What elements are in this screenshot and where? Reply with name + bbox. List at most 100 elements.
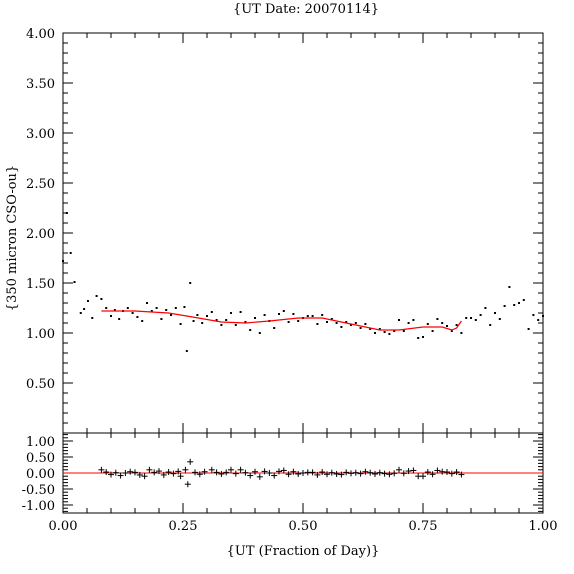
data-point xyxy=(522,299,525,301)
data-point xyxy=(86,300,89,302)
residual-point xyxy=(458,471,465,478)
residual-point xyxy=(391,470,398,477)
data-point xyxy=(537,319,540,321)
residual-point xyxy=(362,468,369,475)
data-point xyxy=(126,307,129,309)
x-tick-label: 1.00 xyxy=(529,519,558,534)
data-point xyxy=(431,330,434,332)
residual-point xyxy=(237,466,244,473)
data-point xyxy=(436,318,439,320)
data-point xyxy=(426,323,429,325)
data-point xyxy=(364,323,367,325)
data-point xyxy=(201,322,204,324)
residual-point xyxy=(338,471,345,478)
residual-point xyxy=(357,470,364,477)
data-point xyxy=(383,331,386,333)
data-point xyxy=(326,321,328,323)
residual-point xyxy=(290,468,297,475)
residual-point xyxy=(201,468,208,475)
data-point xyxy=(65,212,68,214)
data-point xyxy=(210,311,213,313)
data-point xyxy=(91,317,94,319)
residual-point xyxy=(348,470,354,477)
data-point xyxy=(263,314,266,316)
residual-point xyxy=(295,470,302,477)
data-point xyxy=(407,322,410,324)
data-point xyxy=(489,324,492,326)
data-point xyxy=(230,312,232,314)
residual-point xyxy=(367,469,374,476)
bottom-panel: 1.000.500.00-0.50-1.00 0.00 0.25 0.50 0.75 1… xyxy=(22,432,558,559)
bottom-y-tick-label: 1.00 xyxy=(26,435,55,450)
data-point xyxy=(234,324,237,326)
residual-point xyxy=(448,470,455,477)
residual-point xyxy=(112,469,119,476)
residual-point xyxy=(213,469,220,476)
data-point xyxy=(79,312,82,314)
data-point xyxy=(131,312,134,314)
residual-point xyxy=(343,469,350,476)
top-fit-line xyxy=(101,310,462,331)
data-point xyxy=(206,315,208,317)
residual-point xyxy=(252,468,258,475)
top-y-axis-label: {350 micron CSO-ou} xyxy=(5,165,20,311)
residual-point xyxy=(266,470,273,476)
bottom-y-tick-label: 0.00 xyxy=(26,467,55,482)
data-point xyxy=(189,282,192,284)
residual-point xyxy=(300,470,306,476)
data-point xyxy=(311,315,314,317)
data-point xyxy=(532,314,535,316)
chart-title: {UT Date: 20070114} xyxy=(233,2,379,17)
data-point xyxy=(350,324,352,326)
data-point xyxy=(146,302,148,304)
residual-point xyxy=(223,469,230,476)
data-point xyxy=(73,281,76,283)
residual-point xyxy=(182,466,189,473)
residual-point xyxy=(177,473,184,480)
data-point xyxy=(179,323,182,325)
data-point xyxy=(254,317,256,319)
residual-point xyxy=(381,470,388,477)
x-axis-label: {UT (Fraction of Day)} xyxy=(227,544,380,559)
residual-point xyxy=(453,469,460,476)
residual-point xyxy=(232,470,239,477)
data-point xyxy=(378,328,381,330)
x-tick-label: 0.00 xyxy=(49,519,78,534)
data-point xyxy=(441,322,444,324)
data-point xyxy=(388,333,391,335)
residual-point xyxy=(314,471,321,478)
data-point xyxy=(95,295,98,297)
residual-point xyxy=(444,469,450,476)
residual-point xyxy=(242,469,249,476)
data-point xyxy=(503,305,506,307)
data-point xyxy=(330,318,333,320)
data-point xyxy=(398,319,400,321)
data-point xyxy=(62,260,64,262)
data-point xyxy=(258,332,261,334)
data-point xyxy=(192,320,195,322)
top-y-tick-label: 3.00 xyxy=(26,127,55,142)
top-plot-frame xyxy=(62,32,544,434)
data-point xyxy=(316,323,319,325)
data-point xyxy=(185,350,188,352)
residual-point xyxy=(396,466,402,473)
data-point xyxy=(359,327,362,329)
data-point xyxy=(282,310,285,312)
residual-point xyxy=(285,471,292,478)
residual-point xyxy=(376,469,383,476)
residual-point xyxy=(103,469,110,476)
data-point xyxy=(136,316,139,318)
data-point xyxy=(321,314,324,316)
residual-point xyxy=(424,469,431,476)
residual-point xyxy=(386,471,393,478)
bottom-y-tick-label: 0.50 xyxy=(26,451,55,466)
data-point xyxy=(165,309,168,311)
top-axes: 0.50 1.00 1.50 2.00 2.50 3.00 3.50 4.00 xyxy=(26,27,544,433)
data-point xyxy=(110,315,112,317)
residual-point xyxy=(122,470,129,476)
data-point xyxy=(215,319,218,321)
residual-point xyxy=(256,473,263,480)
data-point xyxy=(183,306,186,308)
residual-point xyxy=(328,469,335,476)
residual-points xyxy=(98,458,465,488)
